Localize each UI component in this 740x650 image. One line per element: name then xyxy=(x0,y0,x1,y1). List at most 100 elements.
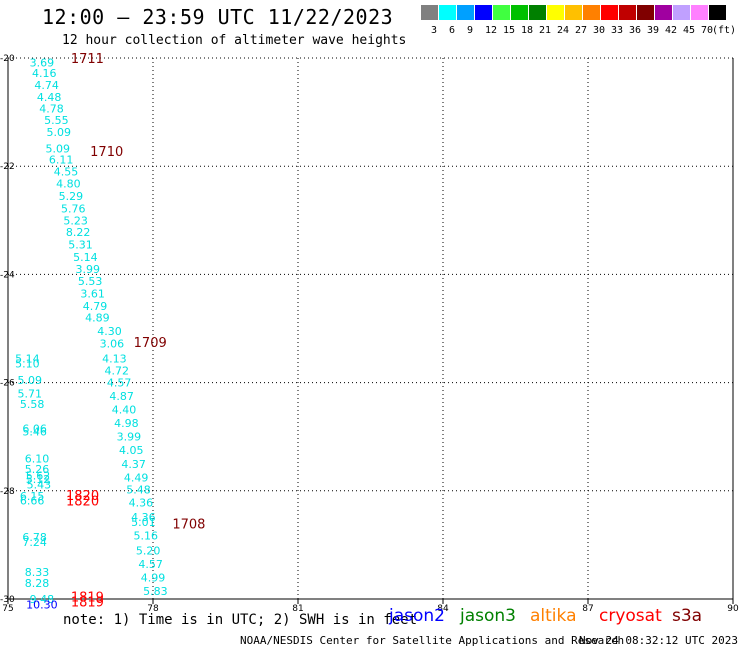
wave-height-value: 5.23 xyxy=(63,214,88,227)
wave-height-value: 4.57 xyxy=(138,558,163,571)
legend-label: 9 xyxy=(467,25,474,36)
wave-height-value: 3.06 xyxy=(100,338,125,351)
legend-label: 12 xyxy=(485,25,498,36)
legend-label: 27 xyxy=(575,25,588,36)
legend-label: 30 xyxy=(593,25,606,36)
generated-timestamp: Nov 24 08:32:12 UTC 2023 xyxy=(579,634,738,647)
wave-height-value: 5.48 xyxy=(126,484,151,497)
legend-label: 15 xyxy=(503,25,516,36)
legend-swatch xyxy=(673,5,690,20)
wave-height-value: 5.10 xyxy=(15,358,40,371)
legend-label: 36 xyxy=(629,25,642,36)
wave-height-value: 5.20 xyxy=(136,544,161,557)
y-tick-label: -28 xyxy=(0,487,15,497)
x-tick-label: 90 xyxy=(727,604,739,614)
wave-height-value: 4.40 xyxy=(112,404,137,417)
x-tick-label: 75 xyxy=(2,604,13,614)
wave-height-value: 4.80 xyxy=(56,178,81,191)
y-tick-label: -20 xyxy=(0,54,15,64)
legend-swatch xyxy=(547,5,564,20)
pass-id-label: 1819 xyxy=(71,590,104,605)
wave-height-value: 5.09 xyxy=(18,374,43,387)
legend-swatch xyxy=(475,5,492,20)
wave-height-value: 5.12 xyxy=(26,473,51,486)
satellite-label-jason3: jason3 xyxy=(460,606,516,626)
legend-swatch xyxy=(637,5,654,20)
wave-height-value: 4.98 xyxy=(114,417,139,430)
credit-line: NOAA/NESDIS Center for Satellite Applica… xyxy=(240,634,625,647)
wave-height-value: 4.89 xyxy=(85,312,110,325)
wave-height-value: 5.76 xyxy=(61,202,86,215)
wave-height-value: 5.09 xyxy=(46,142,71,155)
legend-swatch xyxy=(493,5,510,20)
wave-height-value: 5.53 xyxy=(78,275,103,288)
legend-swatch xyxy=(439,5,456,20)
legend-label: 3 xyxy=(431,25,438,36)
legend-swatch xyxy=(601,5,618,20)
legend-swatch xyxy=(457,5,474,20)
wave-height-value: 4.87 xyxy=(109,390,134,403)
wave-height-value: 3.61 xyxy=(80,287,105,300)
legend-label: 39 xyxy=(647,25,660,36)
legend-label: 21 xyxy=(539,25,552,36)
wave-height-value: 5.26 xyxy=(25,463,50,476)
legend-label: 6 xyxy=(449,25,456,36)
wave-height-value: 4.16 xyxy=(32,67,57,80)
legend-label: 18 xyxy=(521,25,534,36)
wave-height-value: 6.78 xyxy=(22,531,47,544)
x-tick-label: 84 xyxy=(437,604,449,614)
wave-height-value: 4.55 xyxy=(54,166,79,179)
wave-height-value: 4.74 xyxy=(34,79,59,92)
wave-height-value: 8.28 xyxy=(25,577,50,590)
legend-swatch xyxy=(565,5,582,20)
wave-height-value: 5.16 xyxy=(134,530,159,543)
wave-height-value: 9.48 xyxy=(30,593,55,606)
x-tick-label: 87 xyxy=(582,604,593,614)
legend-label: 45 xyxy=(683,25,696,36)
legend-label: 42 xyxy=(665,25,678,36)
pass-id-label: 1820 xyxy=(66,489,99,504)
wave-height-value: 4.79 xyxy=(83,300,108,313)
wave-height-value: 4.99 xyxy=(141,571,166,584)
wave-height-value: 6.06 xyxy=(22,423,47,436)
wave-height-value: 5.31 xyxy=(68,239,93,252)
legend-swatch xyxy=(619,5,636,20)
wave-height-value: 5.43 xyxy=(27,478,52,491)
legend-swatch xyxy=(583,5,600,20)
wave-height-value: 4.37 xyxy=(121,458,146,471)
wave-height-value: 4.36 xyxy=(129,497,154,510)
wave-height-value: 5.83 xyxy=(143,585,168,598)
legend-swatch xyxy=(529,5,546,20)
page-subtitle: 12 hour collection of altimeter wave hei… xyxy=(62,33,407,48)
legend-swatch xyxy=(421,5,438,20)
wave-height-value: 5.29 xyxy=(59,190,84,203)
page-title: 12:00 – 23:59 UTC 11/22/2023 xyxy=(42,5,394,29)
wave-height-value: 4.57 xyxy=(107,377,132,390)
pass-id-label: 1710 xyxy=(90,145,123,160)
wave-height-value: 4.05 xyxy=(119,444,144,457)
y-tick-label: -22 xyxy=(0,162,15,172)
legend-swatch xyxy=(691,5,708,20)
wave-height-value: 7.24 xyxy=(22,536,47,549)
legend-swatch xyxy=(709,5,726,20)
pass-id-label: 1708 xyxy=(172,517,205,532)
wave-height-value: 3.99 xyxy=(117,431,142,444)
wave-height-value: 4.48 xyxy=(37,91,62,104)
legend-swatch xyxy=(655,5,672,20)
wave-height-value: 6.15 xyxy=(20,490,45,503)
wave-height-value: 4.13 xyxy=(102,352,127,365)
footnote: note: 1) Time is in UTC; 2) SWH is in fe… xyxy=(63,612,418,628)
pass-id-label: 1709 xyxy=(134,336,167,351)
legend-label: (ft) xyxy=(712,25,737,36)
satellite-label-jason2: jason2 xyxy=(389,606,445,626)
y-tick-label: -26 xyxy=(0,379,15,389)
wave-height-value: 5.71 xyxy=(18,387,43,400)
wave-height-value: 8.22 xyxy=(66,226,91,239)
legend-label: 24 xyxy=(557,25,570,36)
wave-height-value: 5.46 xyxy=(22,425,47,438)
wave-height-value: 4.72 xyxy=(105,365,130,378)
legend-label: 33 xyxy=(611,25,624,36)
y-tick-label: -24 xyxy=(0,270,15,280)
wave-height-value: 5.14 xyxy=(73,251,98,264)
